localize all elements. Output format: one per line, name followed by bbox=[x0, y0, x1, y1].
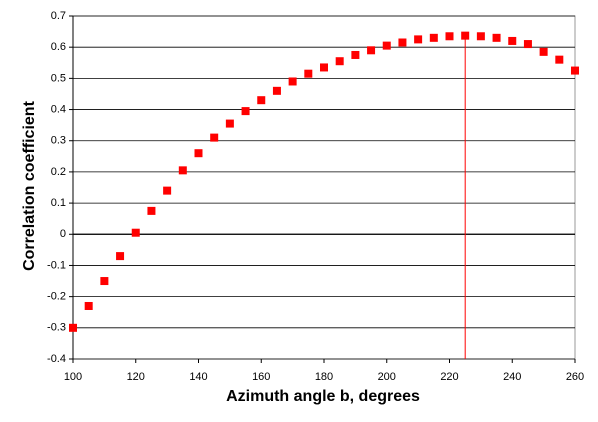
data-point bbox=[241, 107, 250, 116]
data-point bbox=[163, 186, 172, 195]
data-point bbox=[194, 149, 203, 158]
y-tick-label: 0.1 bbox=[51, 197, 66, 209]
data-point bbox=[272, 86, 281, 95]
y-tick-label: 0.4 bbox=[51, 103, 66, 115]
y-tick-label: 0.7 bbox=[51, 10, 66, 22]
data-point bbox=[523, 40, 532, 49]
data-point bbox=[539, 47, 548, 56]
x-tick-label: 180 bbox=[315, 371, 333, 383]
data-point bbox=[100, 277, 109, 286]
x-tick-label: 140 bbox=[189, 371, 207, 383]
y-tick-label: 0.5 bbox=[51, 72, 66, 84]
data-point bbox=[210, 133, 219, 142]
y-tick-label: 0.6 bbox=[51, 41, 66, 53]
x-axis-title: Azimuth angle b, degrees bbox=[226, 388, 420, 405]
y-tick-label: -0.4 bbox=[47, 353, 66, 365]
y-tick-label: -0.1 bbox=[47, 259, 66, 271]
data-point bbox=[84, 301, 93, 310]
x-tick-label: 200 bbox=[378, 371, 396, 383]
data-point bbox=[492, 33, 501, 42]
data-point bbox=[116, 252, 125, 261]
data-point bbox=[445, 32, 454, 41]
data-point bbox=[382, 41, 391, 50]
data-point bbox=[304, 69, 313, 78]
x-tick-label: 220 bbox=[440, 371, 458, 383]
y-axis-title: Correlation coefficient bbox=[21, 100, 38, 270]
data-point bbox=[414, 35, 423, 44]
data-point bbox=[335, 57, 344, 66]
data-point bbox=[178, 166, 187, 175]
data-point bbox=[225, 119, 234, 128]
data-point bbox=[367, 46, 376, 55]
data-point bbox=[131, 228, 140, 237]
data-point bbox=[461, 31, 470, 40]
data-point bbox=[288, 77, 297, 86]
y-tick-label: -0.2 bbox=[47, 291, 66, 303]
y-tick-label: -0.3 bbox=[47, 322, 66, 334]
data-point bbox=[257, 96, 266, 105]
y-tick-label: 0 bbox=[60, 228, 66, 240]
data-point bbox=[571, 66, 579, 75]
x-tick-label: 240 bbox=[503, 371, 521, 383]
data-point bbox=[476, 32, 485, 41]
data-point bbox=[69, 323, 77, 332]
data-point bbox=[508, 36, 517, 45]
data-point bbox=[351, 50, 360, 59]
data-point bbox=[147, 206, 156, 215]
data-point bbox=[320, 63, 328, 72]
y-tick-label: 0.3 bbox=[51, 135, 66, 147]
data-point bbox=[429, 33, 438, 42]
x-tick-label: 120 bbox=[127, 371, 145, 383]
y-tick-label: 0.2 bbox=[51, 166, 66, 178]
x-tick-label: 260 bbox=[566, 371, 584, 383]
x-tick-label: 160 bbox=[252, 371, 270, 383]
data-point bbox=[398, 38, 407, 47]
x-tick-label: 100 bbox=[64, 371, 82, 383]
data-point bbox=[555, 55, 564, 64]
